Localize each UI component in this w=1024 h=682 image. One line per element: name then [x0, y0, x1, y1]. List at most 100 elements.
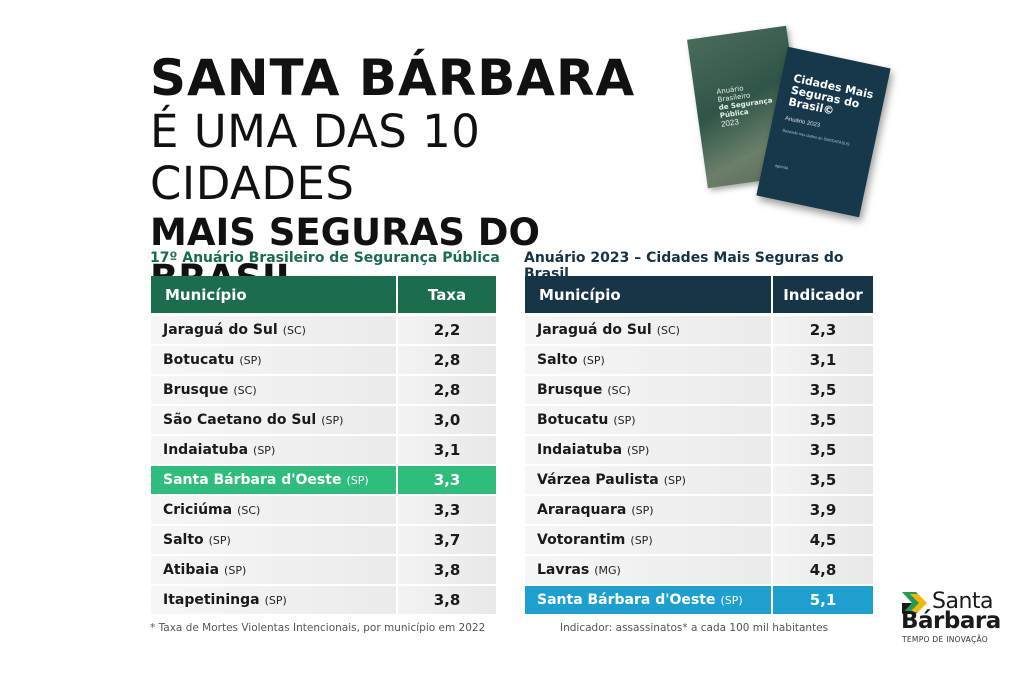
- municipio-cell: Itapetininga (SP): [151, 586, 396, 614]
- city-name: Itapetininga: [163, 592, 260, 608]
- headline-line-1: SANTA BÁRBARA: [150, 49, 636, 107]
- santa-barbara-logo: Santa Bárbara TEMPO DE INOVAÇÃO: [898, 588, 1008, 648]
- state-code: (SC): [233, 383, 257, 397]
- municipio-cell: São Caetano do Sul (SP): [151, 406, 396, 434]
- state-code: (SP): [582, 353, 605, 367]
- municipio-cell: Jaraguá do Sul (SC): [151, 316, 396, 344]
- table-row: Botucatu (SP) 2,8: [151, 346, 496, 374]
- city-name: Brusque: [537, 382, 603, 398]
- value-cell: 3,1: [773, 346, 873, 374]
- table-row: Brusque (SC) 3,5: [525, 376, 873, 404]
- state-code: (SP): [264, 593, 287, 607]
- table-row: Salto (SP) 3,1: [525, 346, 873, 374]
- table-row: Brusque (SC) 2,8: [151, 376, 496, 404]
- cidades-book-subtitle: Anuário 2023: [784, 115, 821, 130]
- table-row: Lavras (MG) 4,8: [525, 556, 873, 584]
- state-code: (SP): [239, 353, 262, 367]
- table-row: Botucatu (SP) 3,5: [525, 406, 873, 434]
- value-cell: 2,8: [398, 346, 496, 374]
- municipio-cell: Várzea Paulista (SP): [525, 466, 771, 494]
- table-row: Criciúma (SC) 3,3: [151, 496, 496, 524]
- city-name: Santa Bárbara d'Oeste: [537, 592, 716, 608]
- right-col-municipio: Município: [525, 276, 773, 313]
- value-cell: 5,1: [773, 586, 873, 614]
- value-cell: 2,2: [398, 316, 496, 344]
- municipio-cell: Botucatu (SP): [525, 406, 771, 434]
- city-name: Várzea Paulista: [537, 472, 659, 488]
- value-cell: 4,8: [773, 556, 873, 584]
- municipio-cell: Jaraguá do Sul (SC): [525, 316, 771, 344]
- table-row: Araraquara (SP) 3,9: [525, 496, 873, 524]
- city-name: Jaraguá do Sul: [163, 322, 278, 338]
- state-code: (SP): [224, 563, 247, 577]
- city-name: Botucatu: [163, 352, 235, 368]
- left-table-header: Município Taxa: [151, 276, 496, 313]
- state-code: (SP): [321, 413, 344, 427]
- municipio-cell: Brusque (SC): [525, 376, 771, 404]
- state-code: (SP): [627, 443, 650, 457]
- state-code: (SP): [208, 533, 231, 547]
- value-cell: 2,8: [398, 376, 496, 404]
- municipio-cell: Araraquara (SP): [525, 496, 771, 524]
- state-code: (SP): [346, 473, 369, 487]
- city-name: São Caetano do Sul: [163, 412, 317, 428]
- value-cell: 3,9: [773, 496, 873, 524]
- table-row: Itapetininga (SP) 3,8: [151, 586, 496, 614]
- logo-text-barbara: Bárbara: [901, 608, 1001, 634]
- municipio-cell: Votorantim (SP): [525, 526, 771, 554]
- right-col-indicador: Indicador: [783, 285, 863, 304]
- cidades-book-small-text: Baseado nas dados do SIM/DATASUS: [782, 127, 851, 147]
- state-code: (SC): [656, 323, 680, 337]
- table-row: Jaraguá do Sul (SC) 2,3: [525, 316, 873, 344]
- value-cell: 2,3: [773, 316, 873, 344]
- state-code: (SC): [607, 383, 631, 397]
- right-ranking-table: Município Indicador Jaraguá do Sul (SC) 2,…: [525, 276, 873, 614]
- value-cell: 3,5: [773, 406, 873, 434]
- state-code: (SP): [613, 413, 636, 427]
- logo-mark-icon: [902, 592, 927, 614]
- municipio-cell: Criciúma (SC): [151, 496, 396, 524]
- left-col-taxa: Taxa: [427, 285, 467, 304]
- state-code: (SC): [282, 323, 306, 337]
- state-code: (SP): [663, 473, 686, 487]
- anuario-book-year: 2023: [720, 117, 740, 129]
- municipio-cell: Lavras (MG): [525, 556, 771, 584]
- state-code: (SP): [253, 443, 276, 457]
- city-name: Santa Bárbara d'Oeste: [163, 472, 342, 488]
- left-ranking-table: Município Taxa Jaraguá do Sul (SC) 2,2 Botu…: [151, 276, 496, 614]
- table-row: Salto (SP) 3,7: [151, 526, 496, 554]
- municipio-cell: Indaiatuba (SP): [525, 436, 771, 464]
- logo-text-santa: Santa: [932, 589, 994, 614]
- city-name: Criciúma: [163, 502, 233, 518]
- city-name: Indaiatuba: [537, 442, 623, 458]
- right-table-footnote: Indicador: assassinatos* a cada 100 mil …: [560, 622, 829, 634]
- table-row: Indaiatuba (SP) 3,5: [525, 436, 873, 464]
- value-cell: 3,3: [398, 496, 496, 524]
- state-code: (SP): [630, 533, 653, 547]
- city-name: Salto: [163, 532, 204, 548]
- value-cell: 4,5: [773, 526, 873, 554]
- table-row: Jaraguá do Sul (SC) 2,2: [151, 316, 496, 344]
- table-row: Votorantim (SP) 4,5: [525, 526, 873, 554]
- city-name: Indaiatuba: [163, 442, 249, 458]
- city-name: Atibaia: [163, 562, 220, 578]
- value-cell: 3,5: [773, 466, 873, 494]
- value-cell: 3,1: [398, 436, 496, 464]
- city-name: Votorantim: [537, 532, 626, 548]
- value-cell: 3,5: [773, 376, 873, 404]
- table-row: Indaiatuba (SP) 3,1: [151, 436, 496, 464]
- table-row: Atibaia (SP) 3,8: [151, 556, 496, 584]
- logo-tagline: TEMPO DE INOVAÇÃO: [902, 635, 988, 644]
- municipio-cell: Salto (SP): [525, 346, 771, 374]
- state-code: (MG): [594, 563, 621, 577]
- value-cell: 3,0: [398, 406, 496, 434]
- municipio-cell: Santa Bárbara d'Oeste (SP): [151, 466, 396, 494]
- municipio-cell: Botucatu (SP): [151, 346, 396, 374]
- left-col-municipio: Município: [151, 276, 398, 313]
- value-cell: 3,3: [398, 466, 496, 494]
- municipio-cell: Salto (SP): [151, 526, 396, 554]
- value-cell: 3,8: [398, 556, 496, 584]
- municipio-cell: Indaiatuba (SP): [151, 436, 396, 464]
- right-table-header: Município Indicador: [525, 276, 873, 313]
- headline-line-2: É UMA DAS 10 CIDADES: [150, 105, 481, 210]
